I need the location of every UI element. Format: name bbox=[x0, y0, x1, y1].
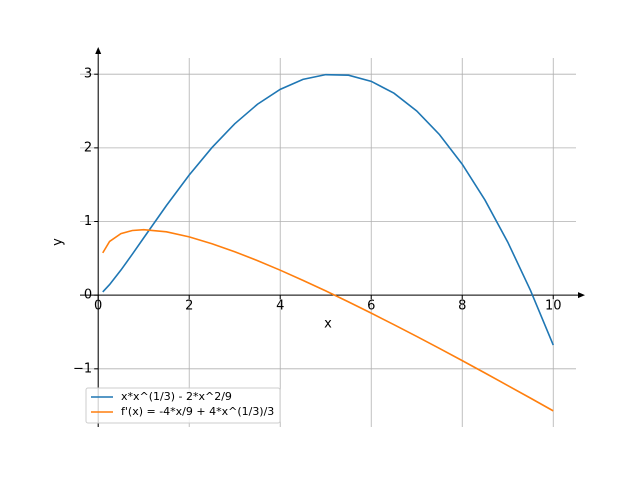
x-tick-label: 6 bbox=[367, 299, 375, 314]
y-tick-label: 2 bbox=[84, 140, 92, 155]
x-tick-label: 10 bbox=[545, 299, 562, 314]
legend-box bbox=[85, 387, 281, 424]
series-line bbox=[102, 73, 554, 346]
y-tick-label: 1 bbox=[84, 214, 92, 229]
x-tick-label: 8 bbox=[458, 299, 466, 314]
legend-label: f'(x) = -4*x/9 + 4*x^(1/3)/3 bbox=[121, 405, 274, 418]
y-axis-label: y bbox=[51, 238, 66, 246]
y-tick-label: 3 bbox=[84, 67, 92, 82]
x-tick-label: 2 bbox=[185, 299, 193, 314]
y-axis-arrow bbox=[95, 47, 102, 54]
series-line bbox=[102, 228, 554, 412]
legend-label: x*x^(1/3) - 2*x^2/9 bbox=[121, 390, 232, 403]
y-tick-label: −1 bbox=[73, 361, 92, 376]
x-axis-label: x bbox=[324, 317, 332, 332]
x-axis-arrow bbox=[578, 292, 585, 299]
y-tick-label: 0 bbox=[84, 288, 92, 303]
x-tick-label: 4 bbox=[276, 299, 284, 314]
x-tick-label: 0 bbox=[94, 299, 102, 314]
